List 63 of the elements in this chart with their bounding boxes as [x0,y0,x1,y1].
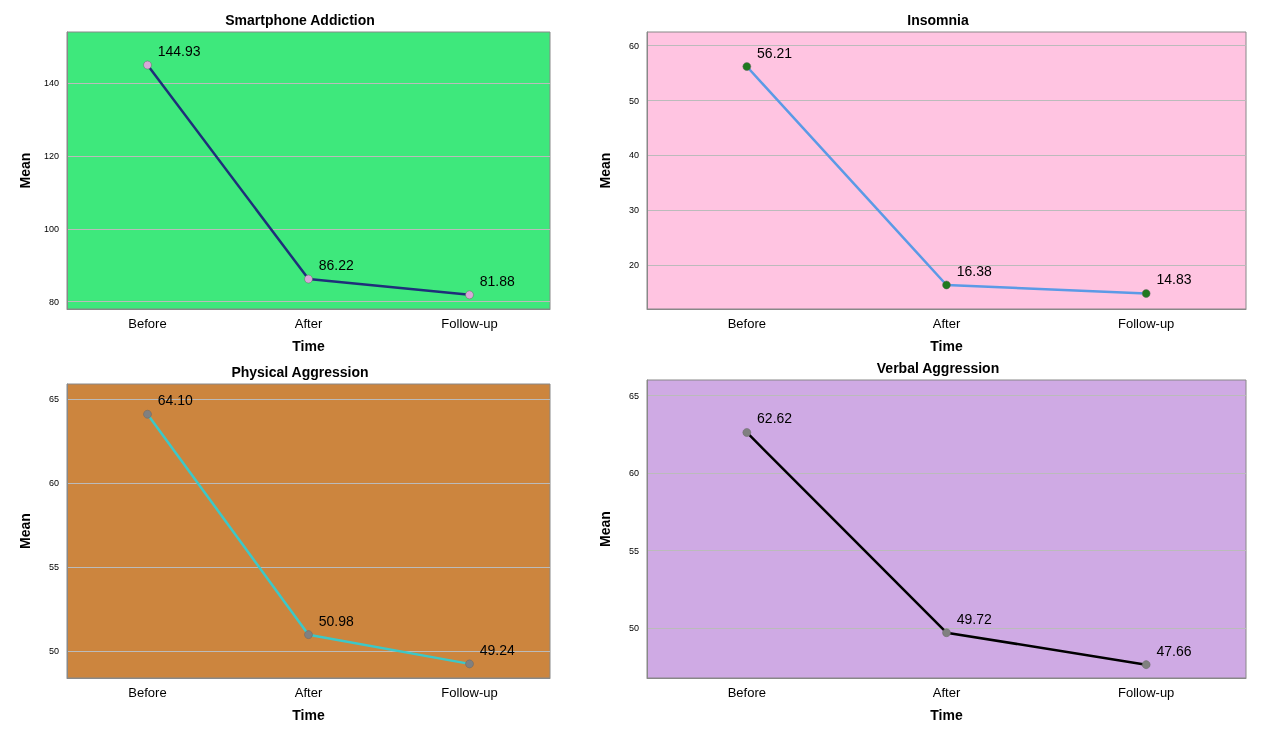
y-tick-label: 50 [628,95,639,106]
y-tick-label: 50 [48,646,59,657]
x-axis-title: Time [292,707,325,723]
x-tick-label: Before [128,685,167,700]
data-label: 62.62 [757,410,793,427]
point [1141,289,1151,298]
point [304,274,313,284]
point [942,628,951,637]
point [465,659,474,669]
x-tick-label: Before [727,316,766,331]
x-tick-label: After [294,316,323,331]
y-tick-label: 40 [628,150,639,161]
chart-title: Insomnia [907,12,969,28]
x-axis-title: Time [292,338,325,354]
point [143,60,152,70]
data-label: 56.21 [757,44,793,61]
point [304,630,313,639]
point [143,409,152,419]
data-label: 14.83 [1156,271,1192,288]
y-tick-label: 30 [628,205,639,216]
y-tick-label: 60 [48,478,59,489]
y-axis-title: Mean [597,152,613,189]
x-tick-label: After [932,685,961,700]
x-tick-label: After [932,316,961,331]
y-tick-label: 140 [43,78,59,89]
point [742,62,752,71]
y-tick-label: 80 [48,296,59,307]
y-tick-label: 60 [628,468,639,479]
y-tick-label: 50 [628,623,639,634]
x-axis-title: Time [930,707,963,723]
data-label: 50.98 [318,612,354,629]
y-tick-label: 60 [628,40,639,51]
y-axis-title: Mean [597,511,613,547]
point [742,428,752,437]
x-tick-label: Follow-up [441,685,498,700]
point [1141,660,1151,669]
data-label: 47.66 [1156,642,1192,659]
x-tick-label: After [294,685,323,700]
x-tick-label: Before [727,685,766,700]
x-tick-label: Follow-up [441,316,498,331]
data-label: 144.93 [157,43,201,60]
chart-title: Physical Aggression [231,364,369,380]
y-tick-label: 100 [43,223,59,234]
data-label: 86.22 [318,257,354,274]
data-label: 49.72 [956,610,992,627]
y-tick-label: 55 [628,545,639,556]
y-tick-label: 20 [628,260,639,271]
y-axis-title: Mean [17,152,33,189]
data-label: 16.38 [956,262,992,279]
y-tick-label: 55 [48,562,59,573]
x-tick-label: Follow-up [1117,316,1175,331]
chart-title: Verbal Aggression [876,360,1000,376]
x-axis-title: Time [930,338,963,354]
x-tick-label: Follow-up [1117,685,1175,700]
chart-title: Smartphone Addiction [225,12,375,28]
y-axis-title: Mean [17,513,33,549]
x-tick-label: Before [128,316,167,331]
point [465,290,474,300]
point [942,280,951,290]
data-label: 81.88 [479,272,515,289]
y-tick-label: 120 [43,150,59,161]
y-tick-label: 65 [48,394,59,405]
y-tick-label: 65 [628,390,639,401]
